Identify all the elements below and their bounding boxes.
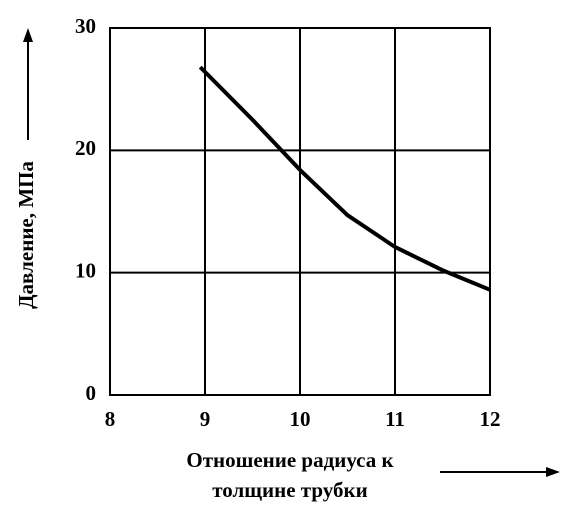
x-axis-label: толщине трубки <box>212 478 367 502</box>
plot-frame <box>109 27 491 396</box>
x-tick-label: 12 <box>480 407 501 431</box>
y-axis-label: Давление, МПа <box>14 161 38 309</box>
x-tick-label: 10 <box>290 407 311 431</box>
y-tick-label: 30 <box>75 14 96 38</box>
y-tick-label: 20 <box>75 136 96 160</box>
y-tick-label: 10 <box>75 258 96 282</box>
data-line <box>198 65 491 292</box>
x-tick-label: 11 <box>385 407 405 431</box>
x-axis-arrowhead <box>546 467 560 477</box>
x-tick-label: 8 <box>105 407 116 431</box>
x-axis-label: Отношение радиуса к <box>186 448 394 472</box>
y-tick-label: 0 <box>86 381 97 405</box>
y-axis-arrowhead <box>23 28 33 42</box>
x-tick-label: 9 <box>200 407 211 431</box>
